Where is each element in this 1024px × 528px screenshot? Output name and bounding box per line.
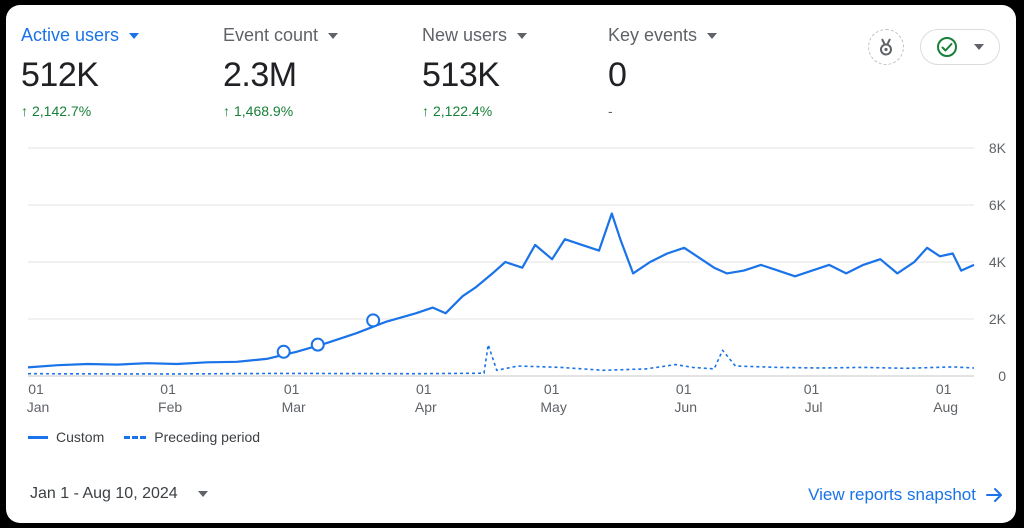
metric-event-count[interactable]: Event count 2.3M ↑ 1,468.9% xyxy=(223,25,339,119)
caret-down-icon xyxy=(517,32,528,39)
metric-header[interactable]: New users xyxy=(422,25,528,46)
x-tick-month: Apr xyxy=(415,399,437,415)
arrow-up-icon: ↑ xyxy=(223,103,230,119)
x-tick-day: 01 xyxy=(936,381,952,397)
metric-change-value: - xyxy=(608,103,613,119)
metric-value: 0 xyxy=(608,56,627,94)
y-tick-label: 8K xyxy=(989,140,1007,156)
metric-change: - xyxy=(608,103,717,119)
metric-change: ↑ 1,468.9% xyxy=(223,103,338,119)
metric-value: 2.3M xyxy=(223,56,297,94)
caret-down-icon xyxy=(974,44,985,50)
x-tick-month: Jan xyxy=(27,399,50,415)
annotation-marker xyxy=(276,344,291,359)
caret-down-icon xyxy=(707,32,718,39)
legend-swatch-dashed xyxy=(124,435,147,439)
metric-label: Event count xyxy=(223,25,319,45)
x-tick-day: 01 xyxy=(804,381,820,397)
status-dropdown[interactable] xyxy=(920,29,1000,65)
metric-label: New users xyxy=(422,25,508,45)
medal-icon xyxy=(880,38,892,56)
arrow-up-icon: ↑ xyxy=(21,103,28,119)
x-tick-day: 01 xyxy=(160,381,176,397)
chart-area: 0 2K 4K 6K 8K 01 Jan 01 Feb 01 Mar 01 Apr 01 May 01 Jun… xyxy=(6,133,1016,423)
x-tick-month: May xyxy=(540,399,566,415)
x-tick-day: 01 xyxy=(416,381,432,397)
link-label: View reports snapshot xyxy=(808,485,976,504)
analytics-card: Active users 512K ↑ 2,142.7% Event count… xyxy=(6,5,1016,523)
metric-change-value: 1,468.9% xyxy=(234,103,294,119)
x-tick-day: 01 xyxy=(676,381,692,397)
x-tick-month: Jul xyxy=(805,399,823,415)
view-reports-snapshot-link[interactable]: View reports snapshot xyxy=(808,485,1004,505)
x-tick-day: 01 xyxy=(544,381,560,397)
metric-value: 513K xyxy=(422,56,500,94)
legend-item-custom: Custom xyxy=(28,429,104,445)
metric-change: ↑ 2,142.7% xyxy=(21,103,139,119)
legend-label: Custom xyxy=(56,429,105,445)
arrow-right-icon xyxy=(986,488,1002,502)
x-tick-month: Feb xyxy=(158,399,182,415)
series-line-custom xyxy=(27,212,975,369)
metric-change-value: 2,142.7% xyxy=(32,103,92,119)
x-tick-month: Jun xyxy=(674,399,697,415)
metric-header[interactable]: Key events xyxy=(608,25,718,46)
date-range-selector[interactable]: Jan 1 - Aug 10, 2024 xyxy=(30,485,208,503)
metric-change-value: 2,122.4% xyxy=(433,103,493,119)
metric-header[interactable]: Event count xyxy=(223,25,339,46)
arrow-up-icon: ↑ xyxy=(422,103,429,119)
caret-down-icon xyxy=(197,491,208,497)
caret-down-icon xyxy=(328,32,339,39)
x-tick-month: Mar xyxy=(282,399,306,415)
check-circle-icon xyxy=(936,37,957,57)
series-line-preceding-period xyxy=(27,343,975,375)
legend-swatch-solid xyxy=(28,435,48,439)
date-range-label: Jan 1 - Aug 10, 2024 xyxy=(30,485,178,502)
y-tick-label: 0 xyxy=(998,368,1006,384)
metric-active-users[interactable]: Active users 512K ↑ 2,142.7% xyxy=(21,25,140,119)
metric-new-users[interactable]: New users 513K ↑ 2,122.4% xyxy=(422,25,528,119)
metric-value: 512K xyxy=(21,56,99,94)
metric-label: Active users xyxy=(21,25,120,45)
metric-key-events[interactable]: Key events 0 - xyxy=(608,25,718,119)
metric-header[interactable]: Active users xyxy=(21,25,140,46)
insights-button[interactable] xyxy=(868,29,904,65)
x-tick-day: 01 xyxy=(28,381,44,397)
line-chart: 0 2K 4K 6K 8K 01 Jan 01 Feb 01 Mar 01 Apr 01 May 01 Jun… xyxy=(27,140,1007,415)
x-tick-month: Aug xyxy=(933,399,958,415)
caret-down-icon xyxy=(129,32,140,39)
chart-legend: Custom Preceding period xyxy=(28,429,260,445)
metric-change: ↑ 2,122.4% xyxy=(422,103,527,119)
legend-item-preceding: Preceding period xyxy=(124,429,260,445)
y-tick-label: 6K xyxy=(989,197,1007,213)
metric-label: Key events xyxy=(608,25,698,45)
legend-label: Preceding period xyxy=(154,429,261,445)
y-tick-label: 2K xyxy=(989,311,1007,327)
annotation-marker xyxy=(310,337,325,352)
y-tick-label: 4K xyxy=(989,254,1007,270)
annotation-marker xyxy=(366,313,381,328)
x-tick-day: 01 xyxy=(284,381,300,397)
